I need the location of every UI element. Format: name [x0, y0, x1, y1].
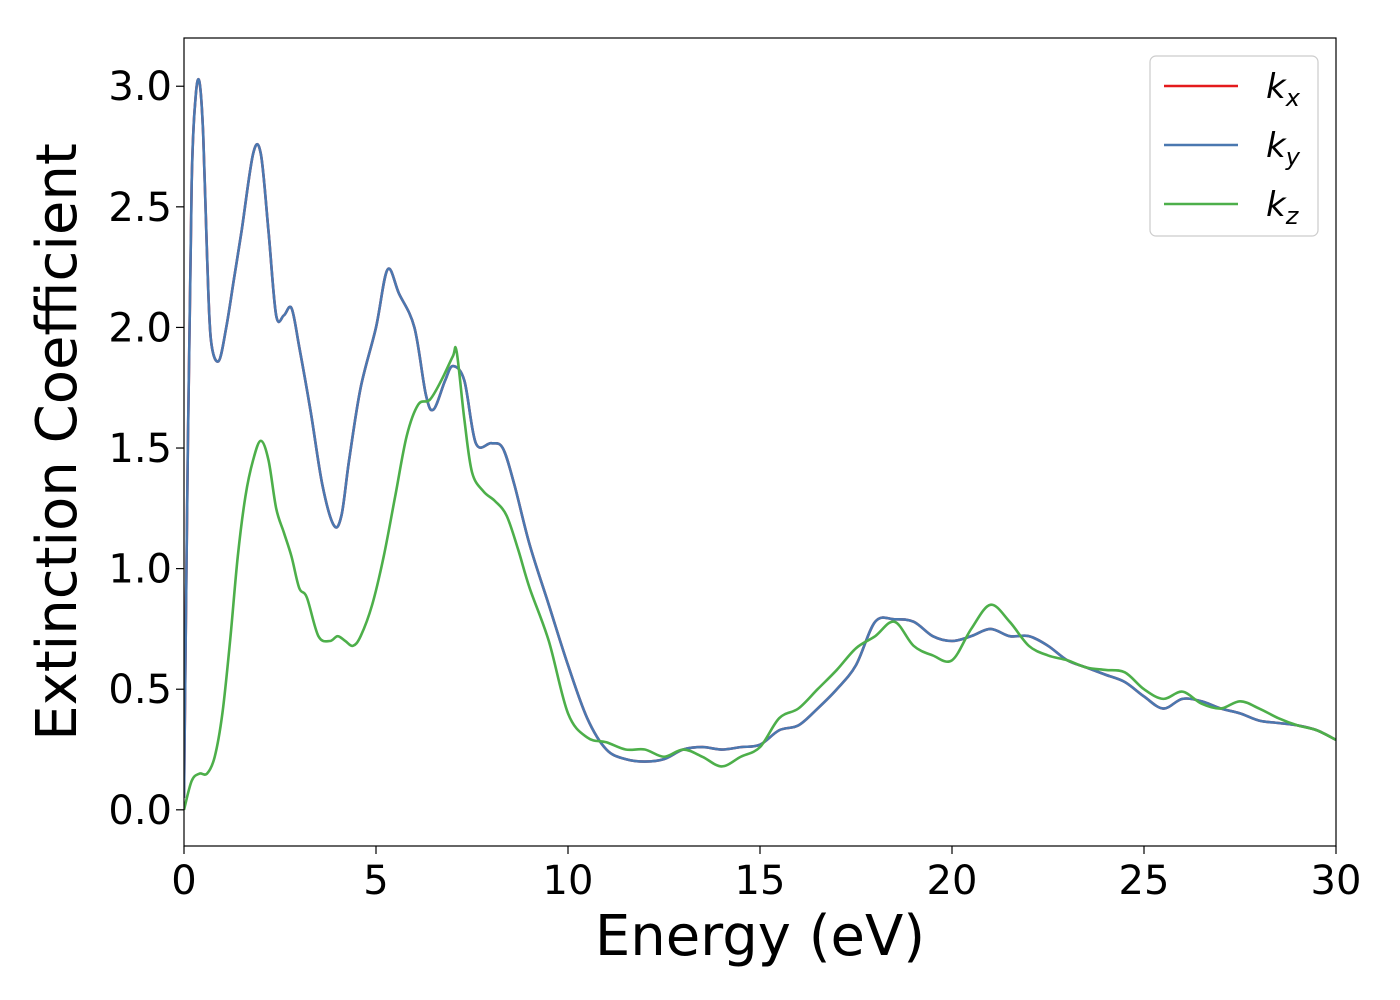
y-tick-label: 0.5 [108, 667, 172, 713]
x-ticks: 0 5 10 15 20 25 30 [171, 846, 1361, 904]
x-tick-label: 15 [735, 858, 786, 904]
y-axis-label: Extinction Coefficient [25, 143, 90, 741]
legend-label-x: kx [1266, 67, 1301, 112]
series-line-z [184, 345, 1336, 811]
x-tick-label: 5 [363, 858, 388, 904]
x-tick-label: 10 [543, 858, 594, 904]
legend-label-z: kz [1266, 185, 1300, 230]
x-tick-label: 20 [927, 858, 978, 904]
x-tick-label: 30 [1311, 858, 1362, 904]
y-tick-label: 1.0 [108, 547, 172, 593]
x-tick-label: 25 [1119, 858, 1170, 904]
y-tick-label: 2.0 [108, 305, 172, 351]
y-ticks: 0.0 0.5 1.0 1.5 2.0 2.5 3.0 [108, 64, 184, 834]
legend: kx ky kz [1149, 55, 1319, 237]
y-tick-label: 0.0 [108, 788, 172, 834]
x-tick-label: 0 [171, 858, 196, 904]
y-tick-label: 3.0 [108, 64, 172, 110]
series-layer [184, 77, 1336, 811]
legend-label-y: ky [1266, 126, 1301, 171]
y-tick-label: 1.5 [108, 426, 172, 472]
y-tick-label: 2.5 [108, 185, 172, 231]
x-axis-label: Energy (eV) [595, 904, 925, 969]
